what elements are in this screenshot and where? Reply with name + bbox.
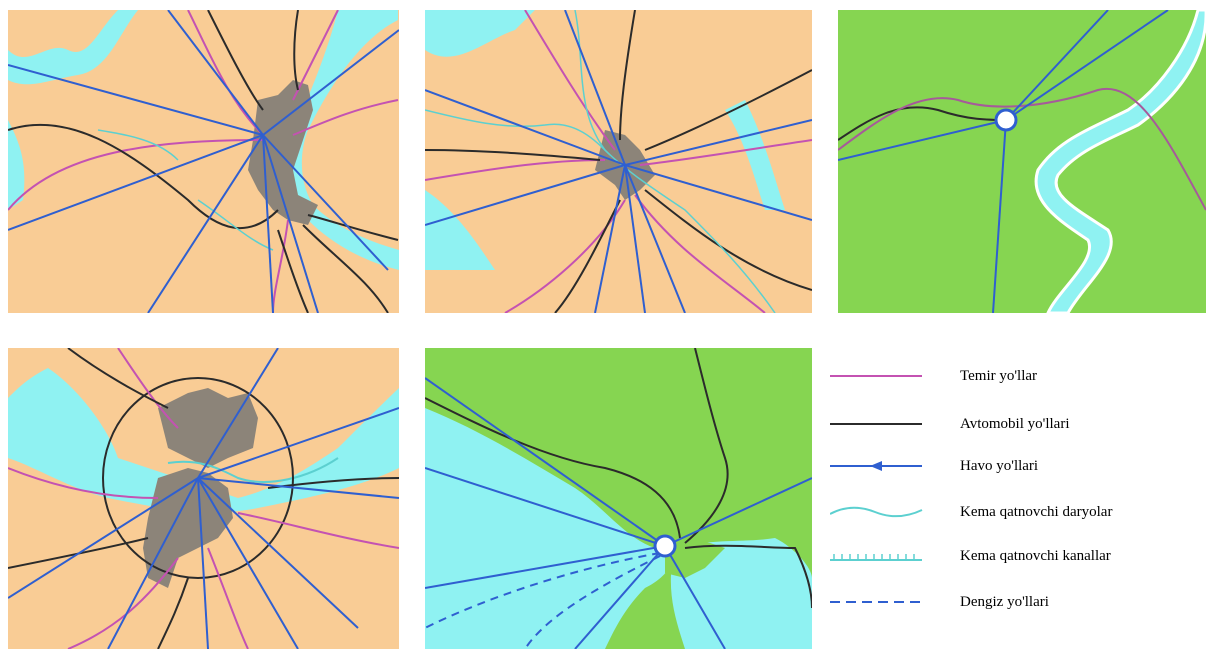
railways bbox=[8, 10, 399, 313]
roads bbox=[425, 348, 812, 609]
legend: Temir yo'llar Avtomobil yo'llari Havo yo… bbox=[828, 356, 1208, 636]
dashed-sea-route-icon bbox=[830, 601, 922, 603]
legend-item-sea: Dengiz yo'llari bbox=[828, 590, 1208, 614]
roads bbox=[8, 10, 399, 313]
map-panel-coastal-port bbox=[425, 348, 812, 649]
map-green-river-svg bbox=[838, 10, 1206, 313]
legend-item-air: Havo yo'llari bbox=[828, 454, 1208, 478]
air-routes bbox=[8, 348, 399, 649]
air-route-arrow-icon bbox=[830, 461, 922, 471]
air-routes bbox=[8, 10, 399, 313]
map-ring-city-svg bbox=[8, 348, 399, 649]
air-routes bbox=[425, 377, 812, 649]
canals bbox=[97, 129, 274, 251]
legend-label: Havo yo'llari bbox=[960, 458, 1039, 474]
city-area bbox=[158, 388, 258, 468]
road bbox=[838, 106, 1009, 141]
wavy-river-icon bbox=[830, 506, 923, 518]
water-body bbox=[425, 10, 535, 57]
map-coastal-port-svg bbox=[425, 348, 812, 649]
hub-icon bbox=[653, 534, 677, 558]
water-body bbox=[725, 100, 785, 210]
legend-label: Avtomobil yo'llari bbox=[960, 416, 1070, 432]
rivers bbox=[425, 10, 776, 313]
hub-icon bbox=[994, 108, 1018, 132]
sea-area bbox=[425, 408, 671, 649]
legend-label: Temir yo'llar bbox=[960, 368, 1038, 384]
legend-item-canal: Kema qatnovchi kanallar bbox=[828, 544, 1208, 568]
river bbox=[1034, 10, 1206, 313]
peninsula bbox=[665, 538, 725, 578]
water-body bbox=[8, 10, 138, 85]
legend-label: Kema qatnovchi kanallar bbox=[960, 548, 1111, 564]
water-body bbox=[8, 120, 25, 210]
legend-label: Kema qatnovchi daryolar bbox=[960, 504, 1113, 520]
map-hub-city-svg bbox=[425, 10, 812, 313]
map-panel-ring-city bbox=[8, 348, 399, 649]
legend-item-rail: Temir yo'llar bbox=[828, 364, 1208, 388]
road-line-icon bbox=[830, 423, 922, 425]
legend-item-road: Avtomobil yo'llari bbox=[828, 412, 1208, 436]
legend-item-river: Kema qatnovchi daryolar bbox=[828, 500, 1208, 524]
map-panel-green-river bbox=[838, 10, 1206, 313]
rail-line-icon bbox=[830, 375, 922, 377]
railways bbox=[425, 10, 812, 313]
hatched-canal-icon bbox=[830, 554, 922, 561]
water-body bbox=[425, 190, 495, 270]
ring-road bbox=[102, 377, 294, 579]
map-panel-hub-city bbox=[425, 10, 812, 313]
land-area bbox=[838, 10, 1206, 313]
sea-routes bbox=[425, 552, 661, 649]
river bbox=[167, 457, 339, 483]
map-panel-city-river bbox=[8, 10, 399, 313]
air-routes bbox=[838, 10, 1169, 313]
air-routes bbox=[425, 10, 812, 313]
map-city-river-svg bbox=[8, 10, 399, 313]
river bbox=[288, 10, 399, 270]
legend-label: Dengiz yo'llari bbox=[960, 594, 1049, 610]
railways bbox=[8, 348, 399, 649]
